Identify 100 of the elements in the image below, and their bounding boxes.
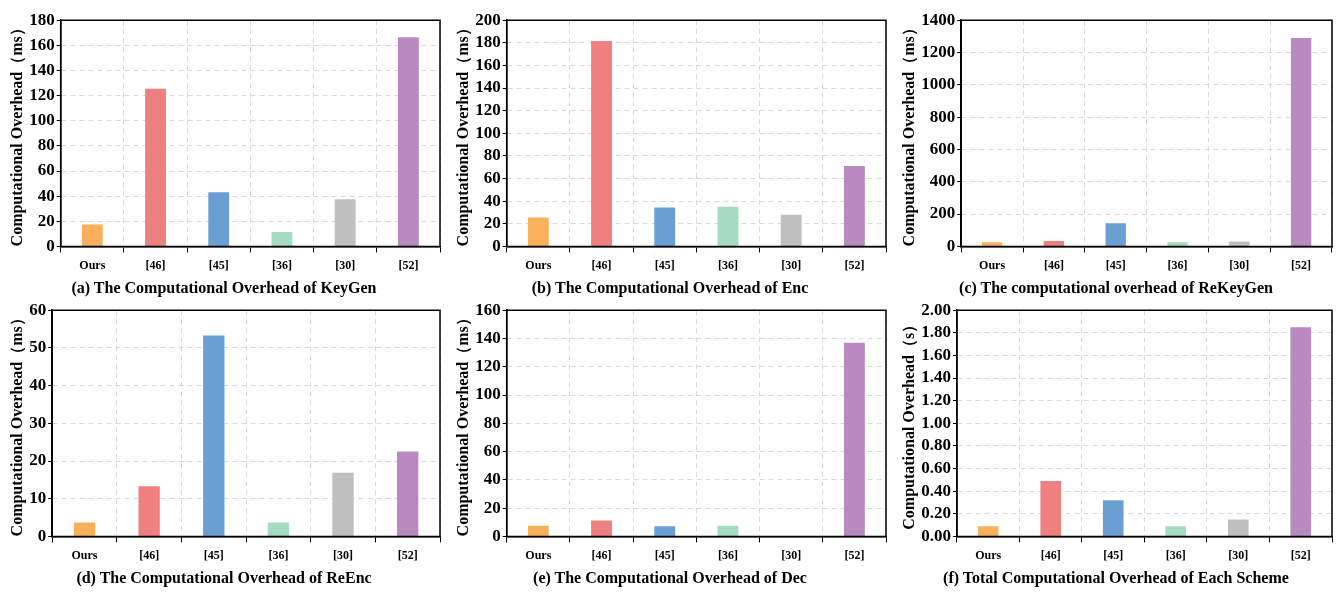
bar [397, 37, 419, 246]
bar [1040, 480, 1062, 536]
y-tick-label: 0.40 [921, 480, 951, 500]
x-tick-label: [45] [1105, 257, 1126, 272]
x-tick-label: Ours [525, 257, 552, 272]
bar [397, 451, 419, 536]
y-tick-label: 100 [29, 110, 55, 130]
y-tick-label: 200 [475, 9, 501, 29]
y-tick-label: 80 [483, 145, 501, 165]
y-tick-label: 160 [29, 34, 55, 54]
bar [977, 526, 999, 536]
y-tick-label: 40 [483, 190, 501, 210]
y-tick-label: 160 [475, 54, 501, 74]
x-tick-label: [45] [203, 547, 224, 562]
bar [145, 88, 166, 246]
y-axis-title: Computational Overhead（ms） [453, 20, 472, 247]
y-tick-label: 1.60 [921, 344, 951, 364]
y-tick-label: 600 [929, 138, 956, 158]
y-tick-label: 120 [475, 356, 501, 376]
y-tick-label: 40 [29, 374, 47, 394]
y-tick-label: 120 [29, 84, 55, 104]
y-tick-label: 400 [929, 171, 956, 191]
y-tick-label: 1200 [921, 41, 956, 61]
bar [1290, 327, 1312, 536]
y-axis-title: Computational Overhead（ms） [453, 310, 472, 537]
bar [1229, 241, 1250, 246]
y-axis-title: Computational Overhead（s） [899, 316, 918, 530]
y-tick-label: 0 [946, 235, 956, 255]
x-tick-label: [46] [591, 547, 612, 562]
y-tick-label: 140 [29, 59, 55, 79]
y-tick-label: 1.40 [921, 367, 951, 387]
y-tick-label: 40 [37, 185, 55, 205]
x-tick-label: [36] [268, 547, 289, 562]
x-tick-label: [30] [781, 547, 802, 562]
bar [1043, 241, 1065, 246]
y-tick-label: 100 [475, 384, 501, 404]
text: (c) The computational overhead of ReKeyGen [959, 278, 1274, 297]
y-axis-title: Computational Overhead（ms） [899, 20, 918, 247]
text: (d) The Computational Overhead of ReEnc [76, 568, 372, 587]
x-tick-label: [46] [1040, 547, 1061, 562]
bar [73, 522, 96, 536]
y-tick-label: 0.20 [921, 503, 951, 523]
y-tick-label: 0.00 [921, 525, 951, 545]
x-tick-label: [52] [844, 547, 865, 562]
y-tick-label: 120 [475, 100, 501, 120]
bar [81, 224, 103, 246]
bar [717, 206, 739, 246]
y-tick-label: 60 [37, 160, 55, 180]
y-tick-label: 180 [29, 9, 55, 29]
y-tick-label: 140 [475, 77, 501, 97]
y-tick-label: 800 [929, 106, 956, 126]
x-tick-label: [52] [397, 547, 418, 562]
y-tick-label: 60 [29, 299, 47, 319]
x-tick-label: [46] [145, 257, 166, 272]
bar [654, 207, 676, 246]
y-tick-label: 1400 [921, 9, 956, 29]
y-tick-label: 20 [37, 210, 55, 230]
bar [527, 525, 549, 536]
y-tick-label: 1.00 [921, 412, 951, 432]
x-tick-label: [52] [398, 257, 419, 272]
x-tick-label: [46] [139, 547, 160, 562]
bar [717, 525, 739, 536]
x-tick-label: Ours [979, 257, 1006, 272]
x-tick-label: [36] [717, 547, 738, 562]
y-tick-label: 140 [475, 327, 501, 347]
bar [1105, 223, 1126, 246]
y-axis-title: Computational Overhead（ms） [7, 310, 26, 537]
bar [203, 335, 225, 536]
bar [527, 217, 549, 246]
y-tick-label: 2.00 [921, 299, 951, 319]
bar [591, 520, 612, 536]
bar [843, 166, 865, 246]
bar [1165, 526, 1187, 536]
y-tick-label: 20 [29, 450, 47, 470]
x-tick-label: [46] [1043, 257, 1064, 272]
text: (a) The Computational Overhead of KeyGen [71, 278, 377, 297]
x-tick-label: [45] [654, 547, 675, 562]
y-tick-label: 80 [37, 135, 55, 155]
y-tick-label: 20 [483, 213, 501, 233]
x-tick-label: Ours [525, 547, 552, 562]
y-tick-label: 80 [483, 412, 501, 432]
y-tick-label: 10 [29, 488, 47, 508]
x-tick-label: Ours [79, 257, 106, 272]
text: (b) The Computational Overhead of Enc [531, 278, 809, 297]
x-tick-label: [36] [1167, 257, 1188, 272]
x-tick-label: [52] [1291, 257, 1312, 272]
x-tick-label: [30] [335, 257, 356, 272]
bar [1227, 519, 1249, 536]
y-tick-label: 0 [492, 235, 501, 255]
y-tick-label: 1000 [921, 74, 956, 94]
bar [1290, 37, 1312, 246]
y-tick-label: 60 [483, 167, 501, 187]
x-tick-label: [30] [1228, 547, 1249, 562]
y-tick-label: 30 [29, 412, 47, 432]
bar [267, 522, 290, 536]
x-tick-label: [45] [654, 257, 675, 272]
x-tick-label: [30] [1229, 257, 1250, 272]
bar [138, 486, 160, 536]
y-tick-label: 1.20 [921, 390, 951, 410]
text: (e) The Computational Overhead of Dec [533, 568, 807, 587]
